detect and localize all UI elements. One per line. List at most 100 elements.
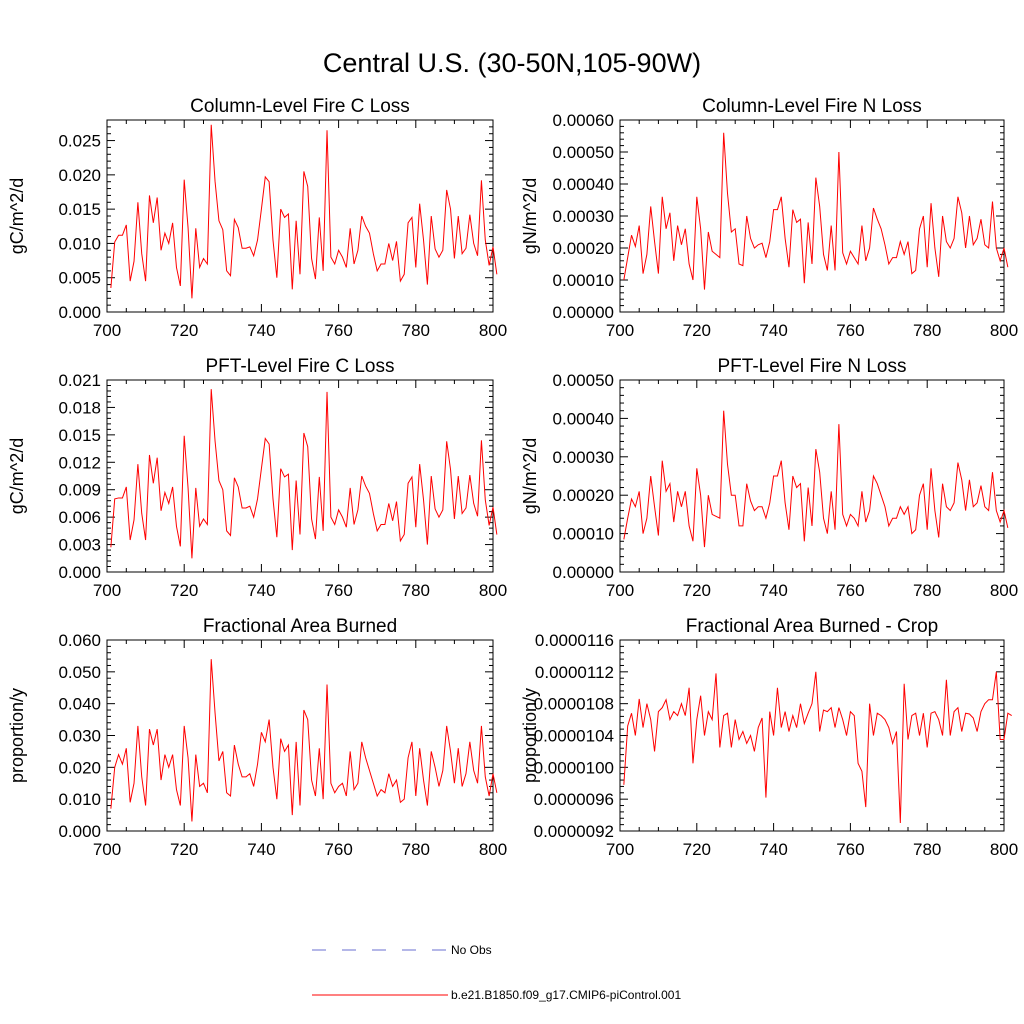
legend-no-obs-label: No Obs [451,943,492,957]
panel-6-ytick-label-3: 0.0000104 [534,727,614,746]
panel-5-ylabel: proportion/y [7,688,27,783]
panel-5-ytick-label-3: 0.030 [58,727,101,746]
panel-4-ytick-label-0: 0.00000 [553,563,614,582]
panel-5-xtick-label-720: 720 [170,840,198,859]
panel-3-xtick-label-780: 780 [402,581,430,600]
panel-3-title: PFT-Level Fire C Loss [206,356,395,377]
panel-4-ytick-label-3: 0.00030 [553,448,614,467]
panel-1-xtick-label-720: 720 [170,321,198,340]
panel-6-ylabel: proportion/y [520,688,540,783]
panel-3-ytick-label-3: 0.009 [58,481,101,500]
panel-5-xtick-label-700: 700 [93,840,121,859]
panel-3-xtick-label-720: 720 [170,581,198,600]
panel-6-xtick-label-760: 760 [836,840,864,859]
panel-1-ytick-label-3: 0.015 [58,200,101,219]
legend-model-label: b.e21.B1850.f09_g17.CMIP6-piControl.001 [451,988,681,1002]
panel-1-ytick-label-2: 0.010 [58,234,101,253]
panel-2-frame [619,119,1005,313]
panel-4-xtick-label-740: 740 [759,581,787,600]
panel-3: 700 720 740 760 780 800 0.000 0.003 0.006 0.009 0.… [7,356,507,600]
panel-1: 700 720 740 760 780 800 0.000 0.005 0.010 0.015 0.… [7,96,507,340]
panel-4-title: PFT-Level Fire N Loss [718,356,907,377]
panel-1-ytick-label-4: 0.020 [58,166,101,185]
panel-3-ytick-label-4: 0.012 [58,453,101,472]
panel-3-xtick-label-700: 700 [93,581,121,600]
panel-6-ytick-label-6: 0.0000116 [535,631,614,650]
panel-6-xtick-label-740: 740 [759,840,787,859]
panels: 700 720 740 760 780 800 0.000 0.005 0.010 0.015 0.… [7,96,1018,859]
panel-5-ytick-label-1: 0.010 [58,790,101,809]
panel-4-series-line-pft-level-fire-n-loss-0 [623,410,1009,548]
panel-2-ytick-label-0: 0.00000 [553,303,614,322]
panel-1-ylabel: gC/m^2/d [7,178,27,254]
panel-3-xtick-label-760: 760 [324,581,352,600]
panel-3-ytick-label-2: 0.006 [58,508,101,527]
panel-1-xtick-label-780: 780 [402,321,430,340]
panel-5-ytick-label-5: 0.050 [58,663,101,682]
panel-6-series-line-fractional-area-burned-crop-0 [623,671,1012,824]
panel-6-title: Fractional Area Burned - Crop [686,616,938,637]
panel-6-xtick-label-780: 780 [913,840,941,859]
panel-5-xtick-label-800: 800 [479,840,507,859]
panel-6: 700 720 740 760 780 800 0.0000092 0.0000096 0.00… [520,616,1018,859]
panel-2-xtick-label-740: 740 [759,321,787,340]
panel-3-ytick-label-7: 0.021 [58,371,101,390]
panel-4-xtick-label-760: 760 [836,581,864,600]
panel-4-ytick-label-2: 0.00020 [553,486,614,505]
panel-2-ytick-label-1: 0.00010 [553,271,614,290]
panel-2-ytick-label-4: 0.00040 [553,175,614,194]
panel-5-xtick-label-740: 740 [247,840,275,859]
panel-4-xtick-label-720: 720 [683,581,711,600]
panel-5-title: Fractional Area Burned [203,616,397,637]
panel-6-ytick-label-4: 0.0000108 [534,695,614,714]
panel-1-series-line-column-level-fire-c-loss-0 [110,124,498,299]
panel-3-ytick-label-6: 0.018 [58,398,101,417]
panel-2-ytick-label-5: 0.00050 [553,143,614,162]
panel-5: 700 720 740 760 780 800 0.000 0.010 0.020 0.030 0.… [7,616,507,859]
panel-1-xtick-label-700: 700 [93,321,121,340]
panel-1-xtick-label-760: 760 [324,321,352,340]
panel-4-ytick-label-4: 0.00040 [553,409,614,428]
panel-2-xtick-label-760: 760 [836,321,864,340]
panel-2-ytick-label-2: 0.00020 [553,239,614,258]
panel-3-series-line-pft-level-fire-c-loss-0 [110,389,498,559]
panel-1-xtick-label-800: 800 [479,321,507,340]
legend: No Obs b.e21.B1850.f09_g17.CMIP6-piContr… [312,943,681,1002]
panel-2-xtick-label-720: 720 [683,321,711,340]
panel-2-xtick-label-780: 780 [913,321,941,340]
panel-1-xtick-label-740: 740 [247,321,275,340]
panel-1-frame [106,119,494,313]
panel-4: 700 720 740 760 780 800 0.00000 0.00010 0.00020 0… [520,356,1018,600]
panel-5-ytick-label-0: 0.000 [58,822,101,841]
panel-2-ytick-label-6: 0.00060 [553,111,614,130]
panel-3-ytick-label-0: 0.000 [58,563,101,582]
panel-5-xtick-label-780: 780 [402,840,430,859]
panel-6-ytick-label-0: 0.0000092 [534,822,614,841]
panel-4-ytick-label-5: 0.00050 [553,371,614,390]
panel-4-frame [619,379,1005,573]
panel-4-xtick-label-700: 700 [606,581,634,600]
panel-2: 700 720 740 760 780 800 0.00000 0.00010 0.00020 0… [520,96,1018,340]
panel-3-ylabel: gC/m^2/d [7,438,27,514]
panel-2-xtick-label-700: 700 [606,321,634,340]
panel-3-frame [106,379,494,573]
panel-1-ytick-label-5: 0.025 [58,132,101,151]
panel-6-ytick-label-2: 0.0000100 [534,758,614,777]
panel-6-xtick-label-700: 700 [606,840,634,859]
figure-title: Central U.S. (30-50N,105-90W) [323,48,701,78]
panel-1-ytick-label-0: 0.000 [58,303,101,322]
panel-6-ytick-label-1: 0.0000096 [534,790,614,809]
panel-5-ytick-label-4: 0.040 [58,695,101,714]
panel-1-title: Column-Level Fire C Loss [190,96,410,117]
panel-3-ytick-label-1: 0.003 [58,536,101,555]
panel-5-ytick-label-6: 0.060 [58,631,101,650]
panel-4-ytick-label-1: 0.00010 [553,525,614,544]
panel-3-ytick-label-5: 0.015 [58,426,101,445]
panel-6-ytick-label-5: 0.0000112 [535,663,614,682]
panel-2-xtick-label-800: 800 [990,321,1018,340]
panel-1-ytick-label-1: 0.005 [58,269,101,288]
panel-5-series-line-fractional-area-burned-0 [110,659,498,822]
panel-2-ytick-label-3: 0.00030 [553,207,614,226]
panel-6-xtick-label-800: 800 [990,840,1018,859]
